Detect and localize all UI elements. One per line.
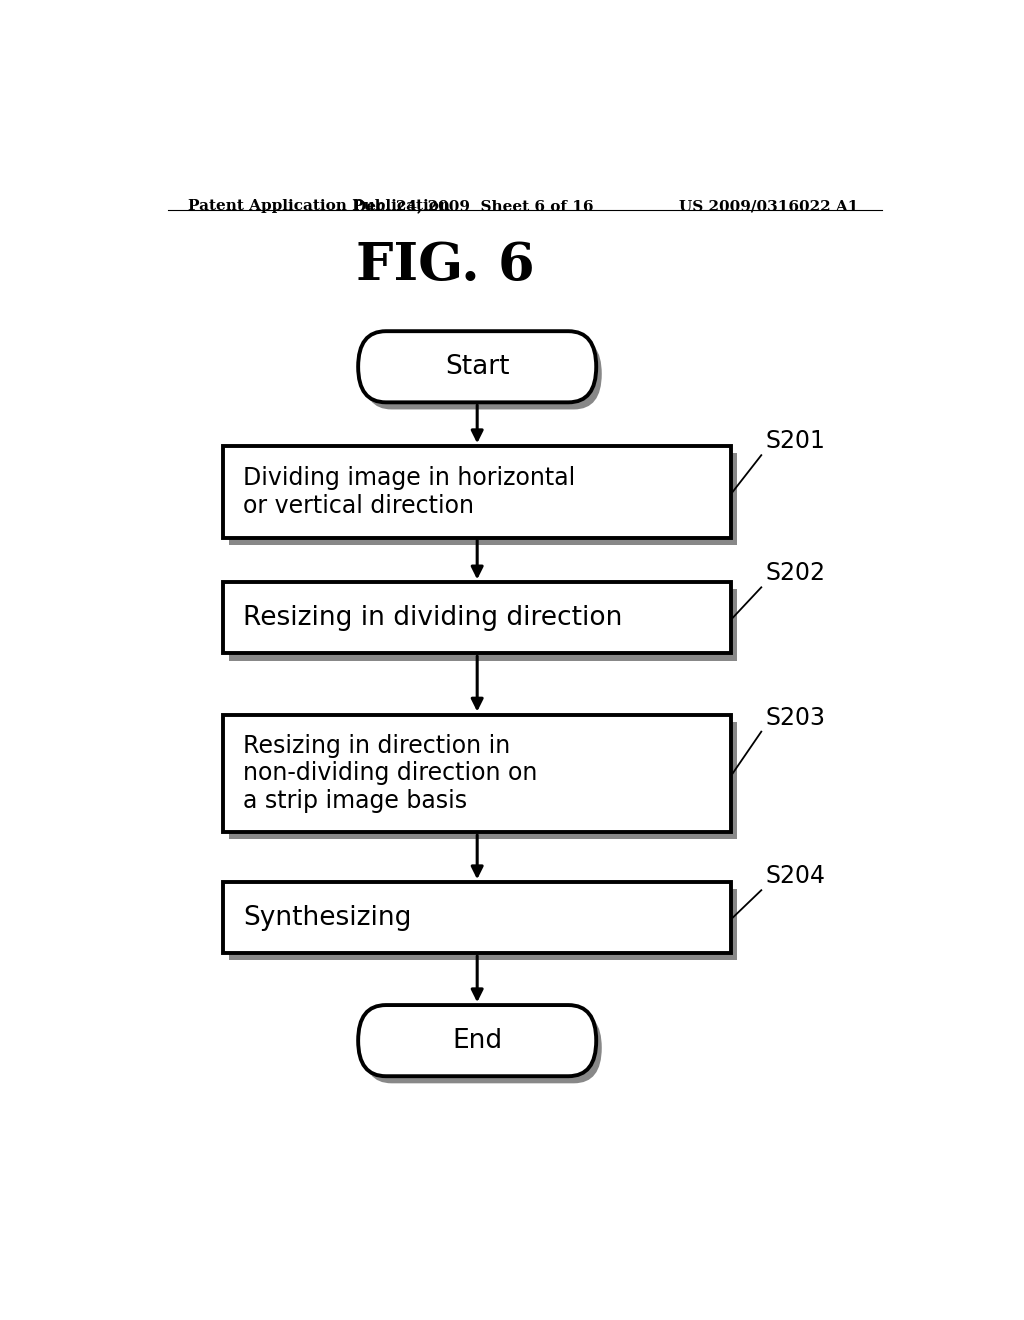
Text: Dividing image in horizontal
or vertical direction: Dividing image in horizontal or vertical… (243, 466, 575, 517)
FancyBboxPatch shape (228, 722, 736, 840)
Text: End: End (453, 1028, 502, 1053)
Text: Dec. 24, 2009  Sheet 6 of 16: Dec. 24, 2009 Sheet 6 of 16 (353, 199, 594, 213)
Text: S204: S204 (765, 865, 825, 888)
Text: US 2009/0316022 A1: US 2009/0316022 A1 (679, 199, 858, 213)
Text: FIG. 6: FIG. 6 (356, 240, 535, 290)
FancyBboxPatch shape (223, 582, 731, 653)
FancyBboxPatch shape (223, 715, 731, 832)
Text: Start: Start (445, 354, 509, 380)
FancyBboxPatch shape (228, 453, 736, 545)
Text: Patent Application Publication: Patent Application Publication (187, 199, 450, 213)
FancyBboxPatch shape (223, 882, 731, 953)
Text: Resizing in dividing direction: Resizing in dividing direction (243, 605, 623, 631)
FancyBboxPatch shape (358, 331, 596, 403)
Text: S203: S203 (765, 706, 825, 730)
FancyBboxPatch shape (223, 446, 731, 537)
Text: Synthesizing: Synthesizing (243, 904, 412, 931)
Text: S202: S202 (765, 561, 825, 585)
FancyBboxPatch shape (364, 338, 602, 409)
FancyBboxPatch shape (364, 1012, 602, 1084)
FancyBboxPatch shape (228, 890, 736, 961)
FancyBboxPatch shape (358, 1005, 596, 1076)
Text: S201: S201 (765, 429, 825, 453)
Text: Resizing in direction in
non-dividing direction on
a strip image basis: Resizing in direction in non-dividing di… (243, 734, 538, 813)
FancyBboxPatch shape (228, 589, 736, 660)
